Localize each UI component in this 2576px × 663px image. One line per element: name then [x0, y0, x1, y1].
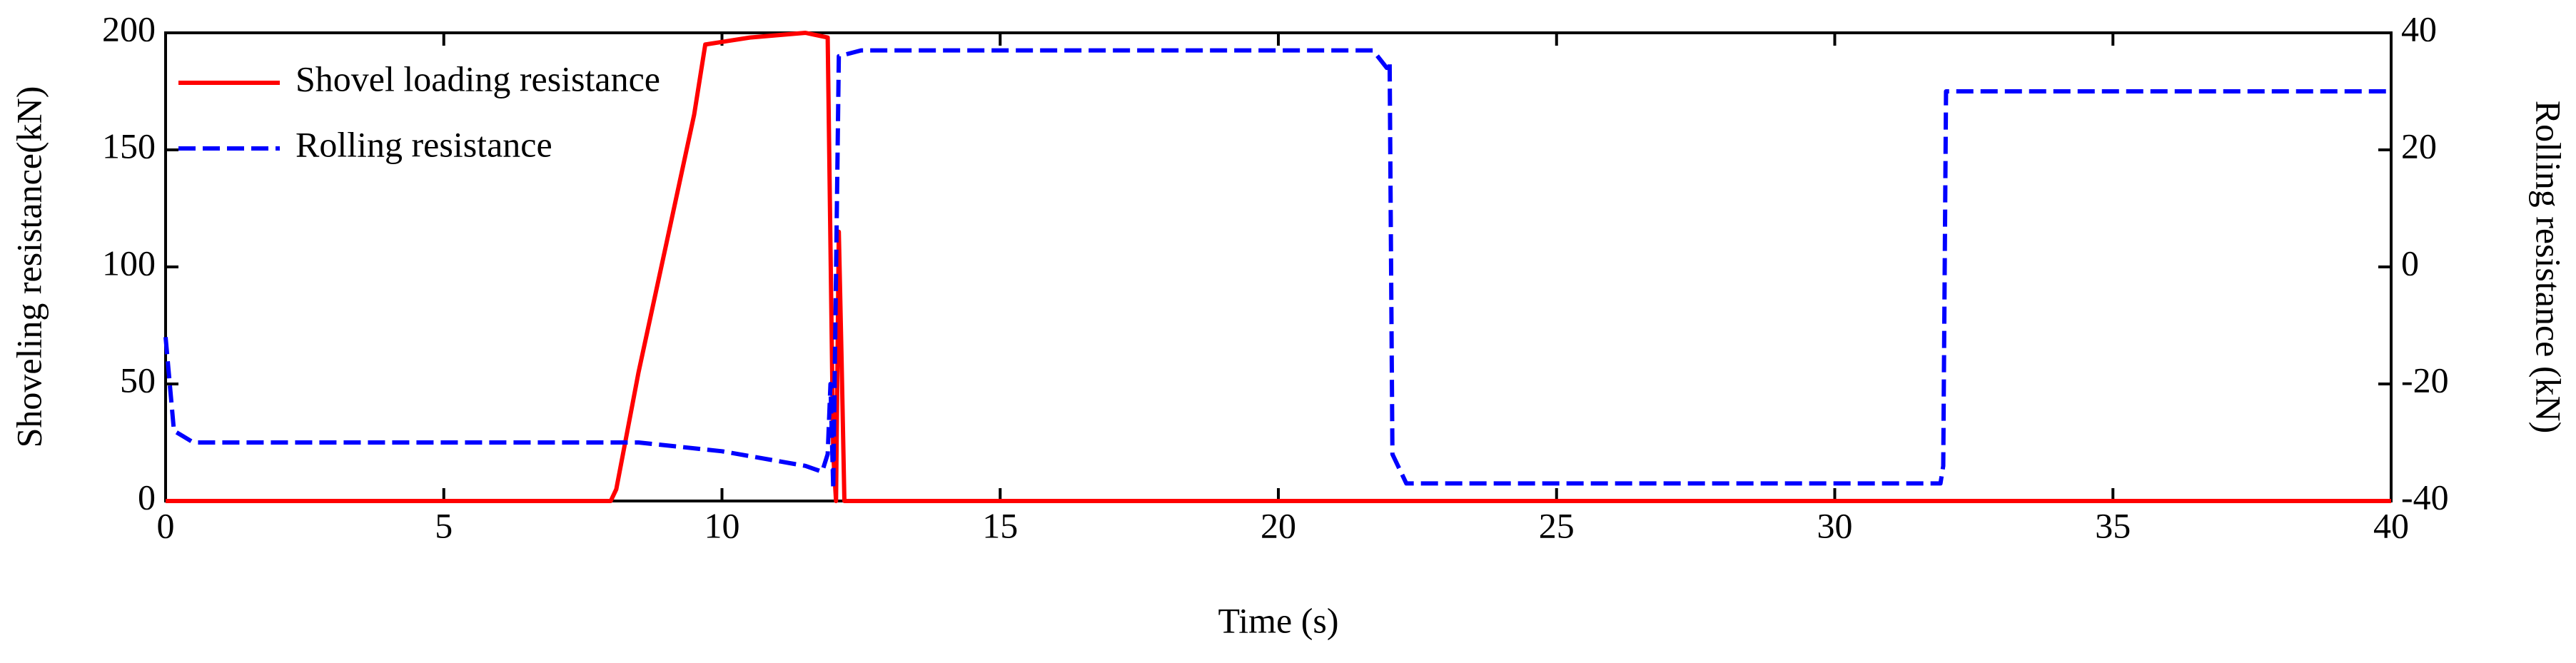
x-tick-label: 40: [2373, 505, 2409, 545]
y-tick-label: 200: [102, 9, 156, 49]
y2-tick-label: -40: [2401, 477, 2449, 517]
x-tick-label: 0: [157, 505, 175, 545]
y2-tick-label: 0: [2401, 243, 2419, 283]
y-tick-label: 100: [102, 243, 156, 283]
x-tick-label: 25: [1539, 505, 1575, 545]
legend-label: Rolling resistance: [296, 124, 552, 164]
x-tick-label: 30: [1817, 505, 1853, 545]
series-line: [166, 31, 2391, 503]
y2-tick-label: 20: [2401, 126, 2437, 166]
x-tick-label: 35: [2095, 505, 2131, 545]
y2-tick-label: -20: [2401, 360, 2449, 400]
x-tick-label: 20: [1261, 505, 1296, 545]
y-tick-label: 0: [138, 477, 156, 517]
legend-label: Shovel loading resistance: [296, 59, 660, 98]
y2-axis-label: Rolling resistance (kN): [2529, 101, 2569, 434]
y-tick-label: 150: [102, 126, 156, 166]
x-tick-label: 5: [435, 505, 453, 545]
x-axis-label: Time (s): [1218, 600, 1338, 640]
y-tick-label: 50: [120, 360, 156, 400]
plot-frame: [164, 31, 2393, 502]
y2-tick-label: 40: [2401, 9, 2437, 49]
series-line: [163, 48, 2391, 492]
x-tick-label: 15: [982, 505, 1018, 545]
x-tick-label: 10: [704, 505, 740, 545]
y-axis-label: Shoveling resistance(kN): [9, 86, 49, 448]
